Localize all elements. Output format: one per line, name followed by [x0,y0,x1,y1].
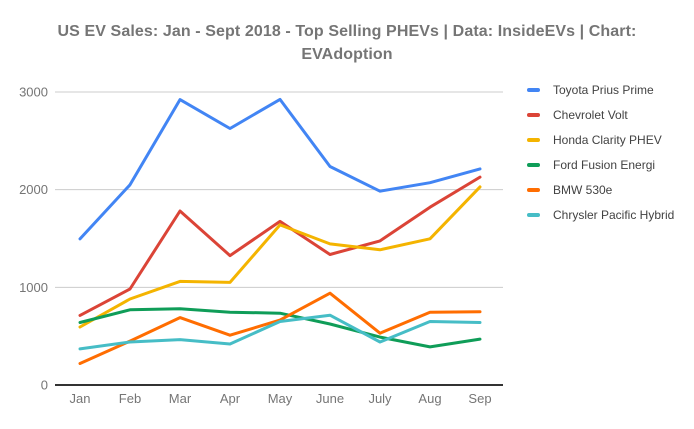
y-tick-label-3000: 3000 [19,85,48,100]
legend-swatch-icon [527,113,540,117]
legend-swatch-icon [527,163,540,167]
legend-item-toyota-prius-prime: Toyota Prius Prime [527,83,674,97]
legend-swatch-icon [527,88,540,92]
series-line-ford-fusion-energi [78,307,482,349]
series-line-toyota-prius-prime [78,97,482,241]
legend-item-chevrolet-volt: Chevrolet Volt [527,108,674,122]
x-tick-label-mar: Mar [169,391,192,406]
legend-label: Toyota Prius Prime [553,83,654,97]
series-line-chrysler-pacific-hybrid [78,313,482,351]
x-tick-label-aug: Aug [418,391,441,406]
x-tick-label-jan: Jan [70,391,91,406]
y-tick-label-1000: 1000 [19,280,48,295]
legend-item-bmw-530e: BMW 530e [527,183,674,197]
legend-label: Honda Clarity PHEV [553,133,662,147]
legend-item-ford-fusion-energi: Ford Fusion Energi [527,158,674,172]
chart-legend: Toyota Prius Prime Chevrolet Volt Honda Cl… [527,83,675,222]
x-tick-label-sep: Sep [468,391,491,406]
series-line-chevrolet-volt [78,175,482,317]
x-tick-label-july: July [368,391,392,406]
chart-title: US EV Sales: Jan - Sept 2018 - Top Selli… [57,23,637,63]
x-tick-label-feb: Feb [119,391,141,406]
legend-swatch-icon [527,213,540,217]
legend-label: Chrysler Pacific Hybrid [553,208,675,222]
x-tick-label-june: June [316,391,344,406]
series-line-bmw-530e [78,291,482,365]
x-tick-label-apr: Apr [220,391,241,406]
series-line-honda-clarity-phev [78,185,482,329]
legend-swatch-icon [527,188,540,192]
y-tick-label-2000: 2000 [19,182,48,197]
legend-label: Chevrolet Volt [553,108,628,122]
y-tick-label-0: 0 [41,378,48,393]
legend-item-honda-clarity-phev: Honda Clarity PHEV [527,133,674,147]
legend-label: BMW 530e [553,183,613,197]
legend-item-chrysler-pacific-hybrid: Chrysler Pacific Hybrid [527,208,675,222]
x-tick-label-may: May [268,391,293,406]
legend-swatch-icon [527,138,540,142]
legend-label: Ford Fusion Energi [553,158,656,172]
